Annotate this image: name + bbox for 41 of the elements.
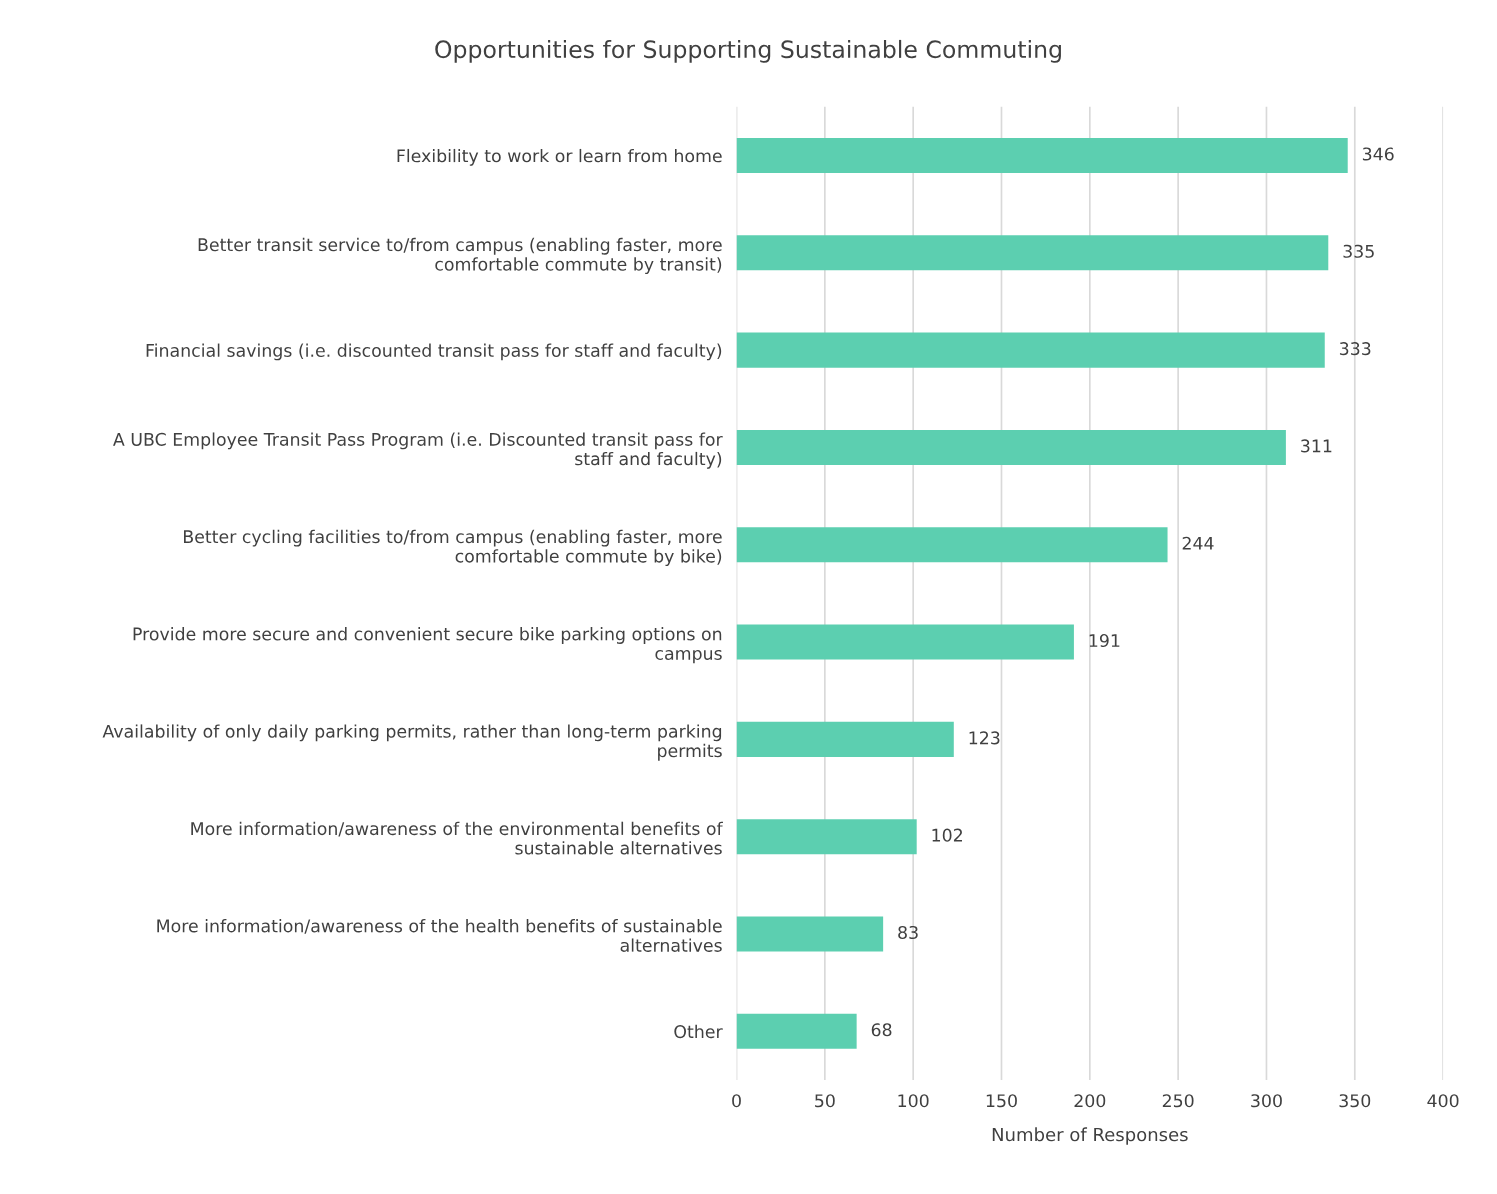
data-label: 244 xyxy=(1182,536,1214,550)
data-label: 191 xyxy=(1089,633,1120,648)
y-tick-label: More information/awareness of the environmental benefits of sustainable alternatives xyxy=(191,821,723,855)
bar xyxy=(736,624,1074,660)
bar xyxy=(736,235,1329,271)
x-axis-title: Number of Responses xyxy=(992,1127,1188,1145)
x-tick-label: 50 xyxy=(815,1094,835,1108)
bar xyxy=(736,527,1168,563)
y-tick-label: Availability of only daily parking permits, rather than long-term parking permits xyxy=(102,724,722,761)
y-tick-label: Financial savings (i.e. discounted transit pass for staff and faculty) xyxy=(146,343,722,361)
y-tick-label: Flexibility to work or learn from home xyxy=(397,148,722,166)
data-label: 346 xyxy=(1362,147,1394,161)
bar xyxy=(736,332,1325,368)
bar xyxy=(736,819,917,855)
y-tick-label: Provide more secure and convenient secure bike parking options on campus xyxy=(133,627,722,664)
bar xyxy=(736,1013,857,1049)
x-tick-label: 400 xyxy=(1427,1094,1459,1108)
x-tick-label: 150 xyxy=(986,1094,1017,1108)
x-tick-label: 250 xyxy=(1162,1094,1194,1108)
data-label: 335 xyxy=(1343,244,1374,258)
data-label: 68 xyxy=(871,1023,892,1037)
x-tick-label: 0 xyxy=(732,1094,741,1108)
data-label: 311 xyxy=(1301,439,1332,453)
data-label: 123 xyxy=(969,731,1000,745)
data-label: 83 xyxy=(898,925,918,940)
y-tick-label: Other xyxy=(674,1024,723,1039)
x-tick-label: 200 xyxy=(1074,1094,1106,1108)
bar xyxy=(736,138,1348,174)
y-tick-label: A UBC Employee Transit Pass Program (i.e. Discounted transit pass for staff and faculty) xyxy=(113,432,723,469)
x-tick-label: 100 xyxy=(898,1094,929,1108)
y-tick-label: Better cycling facilities to/from campus (enabling faster, more comfortable commute by bike) xyxy=(184,529,722,567)
bar xyxy=(736,721,954,757)
y-tick-label: Better transit service to/from campus (enabling faster, more comfortable commute by transit) xyxy=(198,237,722,275)
data-label: 102 xyxy=(932,828,962,842)
chart-title: Opportunities for Supporting Sustainable Commuting xyxy=(435,39,1061,63)
data-label: 333 xyxy=(1339,342,1371,356)
x-tick-label: 300 xyxy=(1251,1094,1282,1108)
bar xyxy=(736,429,1286,465)
y-tick-label: More information/awareness of the health benefits of sustainable alternatives xyxy=(157,919,722,952)
x-tick-label: 350 xyxy=(1339,1094,1371,1108)
bar xyxy=(736,916,884,952)
